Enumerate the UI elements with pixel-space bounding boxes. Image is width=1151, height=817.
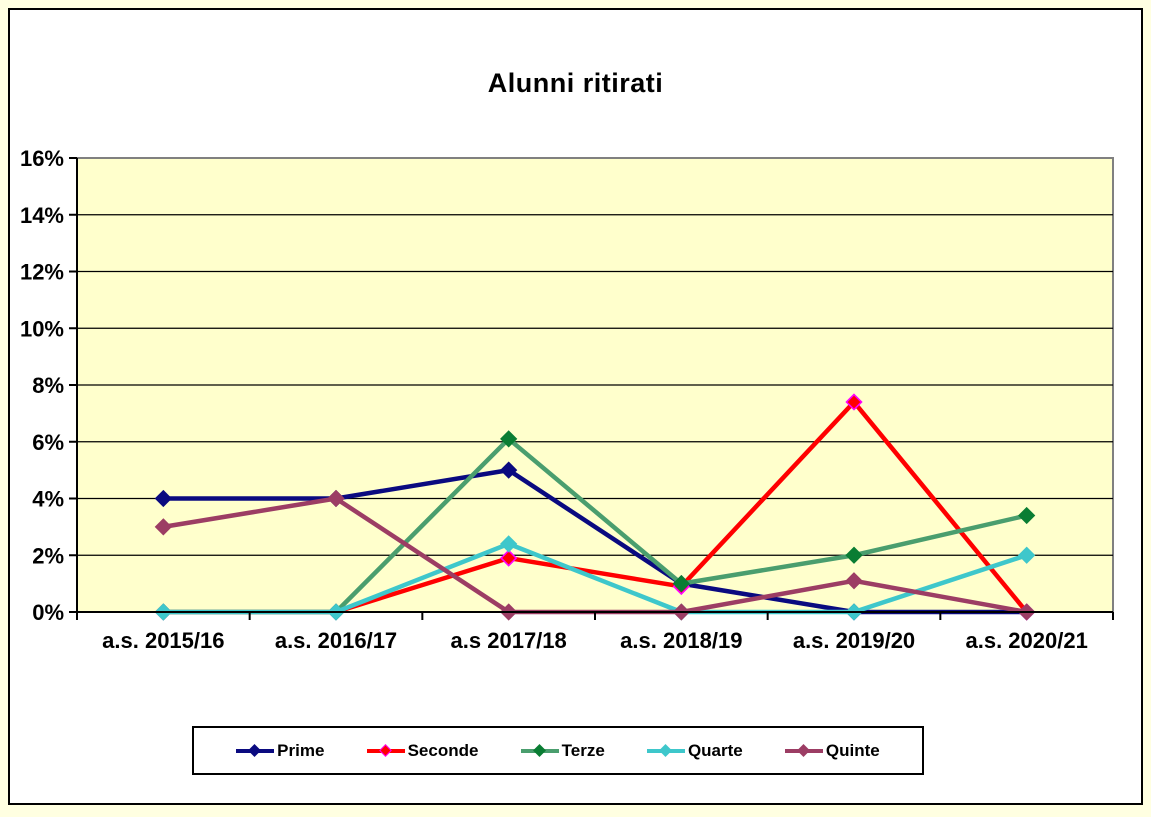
marker-quinte [154,518,172,536]
x-category-label: a.s 2017/18 [451,628,567,653]
marker-quarte [1018,546,1036,564]
y-tick-label: 2% [32,543,64,568]
chart-frame: Alunni ritirati 0% 2% 4% 6% 8% 10% 12% 14% 16% a.… [8,8,1143,805]
legend-label: Seconde [407,740,479,760]
legend-item-quinte: Quinte [784,740,880,761]
legend-marker-icon [659,743,672,757]
y-tick-label: 16% [20,146,64,171]
legend-line-sample [236,743,275,757]
legend-item-seconde: Seconde [366,740,479,761]
marker-seconde [845,393,863,411]
marker-prime [500,461,518,479]
marker-terze [672,574,690,593]
x-category-label: a.s. 2018/19 [620,628,742,653]
x-category-label: a.s. 2015/16 [102,628,224,653]
chart-title: Alunni ritirati [487,68,664,98]
legend-line-sample [366,743,405,757]
marker-prime [154,489,172,508]
legend-marker-icon [248,743,262,757]
legend-label: Quinte [825,740,880,760]
marker-quarte [500,535,518,553]
x-category-label: a.s. 2020/21 [965,628,1087,653]
x-category-label: a.s. 2016/17 [275,628,397,653]
line-chart: 0% 2% 4% 6% 8% 10% 12% 14% 16% a.s. 2015/16 a.s. 2… [20,146,1114,653]
legend-line-sample [646,743,685,757]
legend-label: Terze [561,740,605,760]
legend-marker-icon [797,743,810,757]
marker-terze [500,430,518,448]
legend-marker-icon [532,743,546,757]
legend-item-quarte: Quarte [646,740,743,761]
legend-label: Prime [277,740,325,760]
marker-quinte [327,489,345,508]
y-tick-label: 8% [32,373,64,398]
y-tick-label: 4% [32,487,64,512]
y-tick-label: 14% [20,203,64,228]
y-tick-label: 0% [32,600,64,625]
legend-item-terze: Terze [520,740,605,761]
legend-label: Quarte [687,740,743,760]
legend-marker-icon [378,743,392,757]
legend: Prime Seconde Terze Quarte Quinte [192,726,924,775]
marker-seconde [500,549,518,567]
y-tick-label: 12% [20,260,64,285]
y-tick-label: 6% [32,430,64,455]
marker-terze [1018,506,1036,525]
legend-line-sample [784,743,823,757]
marker-quinte [845,572,863,590]
legend-line-sample [520,743,559,757]
y-tick-label: 10% [20,316,64,341]
x-category-label: a.s. 2019/20 [793,628,915,653]
legend-item-prime: Prime [236,741,324,761]
marker-terze [845,546,863,564]
